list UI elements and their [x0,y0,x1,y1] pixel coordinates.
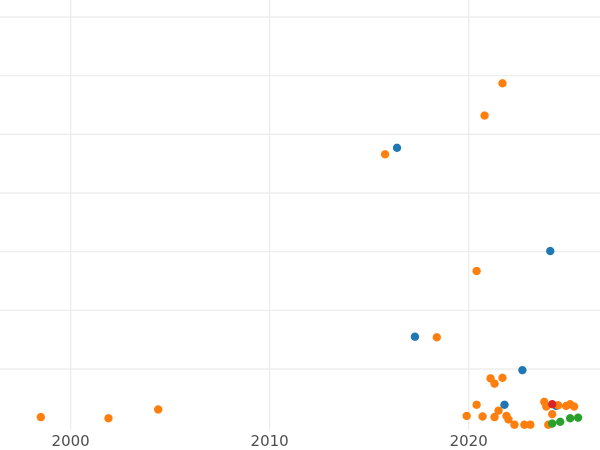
x-tick-label-2020: 2020 [450,432,488,450]
data-point-s1-7 [498,79,507,88]
data-point-s2-2 [565,414,575,423]
data-point-s1-1 [104,414,113,423]
data-point-s1-18 [510,420,519,429]
data-point-s2-0 [548,419,557,428]
x-tick-label-2000: 2000 [52,432,90,450]
data-point-s3-0 [548,399,557,409]
data-point-s1-3 [380,150,390,159]
data-point-s1-19 [520,420,529,429]
x-axis-tick-labels: 2000 2010 2020 [52,432,488,450]
data-point-s1-6 [480,111,489,120]
data-point-s1-17 [504,415,513,424]
data-point-s0-4 [546,246,555,256]
x-tick-label-2010: 2010 [251,432,289,450]
data-point-s1-9 [472,400,481,409]
gridlines [0,0,600,430]
data-point-s1-8 [462,411,471,421]
data-point-s1-20 [526,420,535,429]
data-point-s1-5 [472,266,481,276]
data-point-s1-0 [36,412,45,422]
data-point-s0-2 [500,400,509,409]
data-point-s1-4 [432,333,442,342]
data-point-s1-13 [498,373,507,382]
data-point-s2-3 [573,413,583,422]
data-point-s2-1 [555,417,565,426]
data-point-s1-10 [478,412,487,421]
data-point-s1-2 [154,405,163,414]
data-point-s0-0 [392,143,402,153]
data-point-s0-1 [410,332,420,341]
data-point-s1-15 [494,406,503,415]
data-point-s1-12 [490,379,499,388]
data-point-s1-24 [548,409,557,419]
data-point-s1-28 [569,402,579,411]
data-point-s0-3 [518,365,527,375]
data-point-s1-14 [490,412,499,422]
data-points [36,79,583,429]
